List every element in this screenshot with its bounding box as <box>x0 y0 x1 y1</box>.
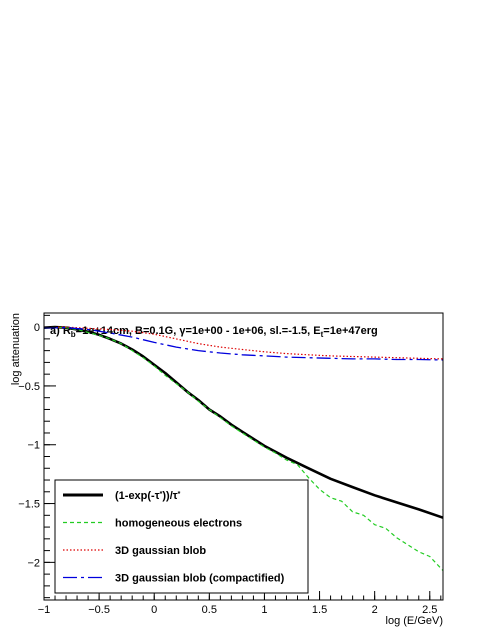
legend-entry-label: 3D gaussian blob <box>115 545 206 557</box>
x-tick-label: 1.5 <box>312 604 327 616</box>
series-line-3 <box>44 327 444 361</box>
legend-entry-label: (1-exp(-τ*))/τ* <box>115 490 181 502</box>
y-axis-label: log attenuation <box>10 313 22 385</box>
legend-label-part: (1-exp(-τ <box>115 490 160 502</box>
chart-title-part: t <box>321 330 324 339</box>
x-tick-label: 2.5 <box>422 604 437 616</box>
chart-title-part: =1e+47erg <box>323 325 377 337</box>
legend-entry-label: homogeneous electrons <box>115 518 242 530</box>
legend-entry-label: 3D gaussian blob (compactified) <box>115 573 285 585</box>
x-tick-label: 1 <box>261 604 267 616</box>
y-tick-label: 0 <box>34 322 40 334</box>
series-line-1 <box>43 326 444 572</box>
x-tick-label: −0.5 <box>88 604 110 616</box>
chart-title: a) Rb=1e+14cm, B=0.1G, γ=1e+00 - 1e+06, … <box>50 325 378 339</box>
legend-label-part: * <box>160 491 163 498</box>
legend-box <box>54 479 309 594</box>
legend-label-part: 3D gaussian blob (compactified) <box>115 573 285 585</box>
chart-title-part: =1e+14cm, B=0.1G, γ=1e+00 - 1e+06, sl.=-… <box>76 325 321 337</box>
legend-label-part: * <box>178 491 181 498</box>
x-tick-label: 2 <box>372 604 378 616</box>
x-tick-label: 0.5 <box>202 604 217 616</box>
y-tick-label: −0.5 <box>18 381 40 393</box>
y-tick-label: −1 <box>27 440 40 452</box>
chart-title-part: b <box>71 330 76 339</box>
y-tick-label: −1.5 <box>18 499 40 511</box>
legend-label-part: homogeneous electrons <box>115 518 242 530</box>
x-tick-label: 0 <box>151 604 157 616</box>
series-line-2 <box>44 326 444 360</box>
y-axis: 0 −0.5 −1 −1.5 −2 <box>18 314 56 599</box>
x-axis-label: log (E/GeV) <box>386 615 443 627</box>
legend-label-part: ))/τ <box>162 490 177 502</box>
series-layer <box>43 325 444 572</box>
x-tick-label: −1 <box>38 604 51 616</box>
y-tick-label: −2 <box>27 557 40 569</box>
legend-label-part: 3D gaussian blob <box>115 545 206 557</box>
